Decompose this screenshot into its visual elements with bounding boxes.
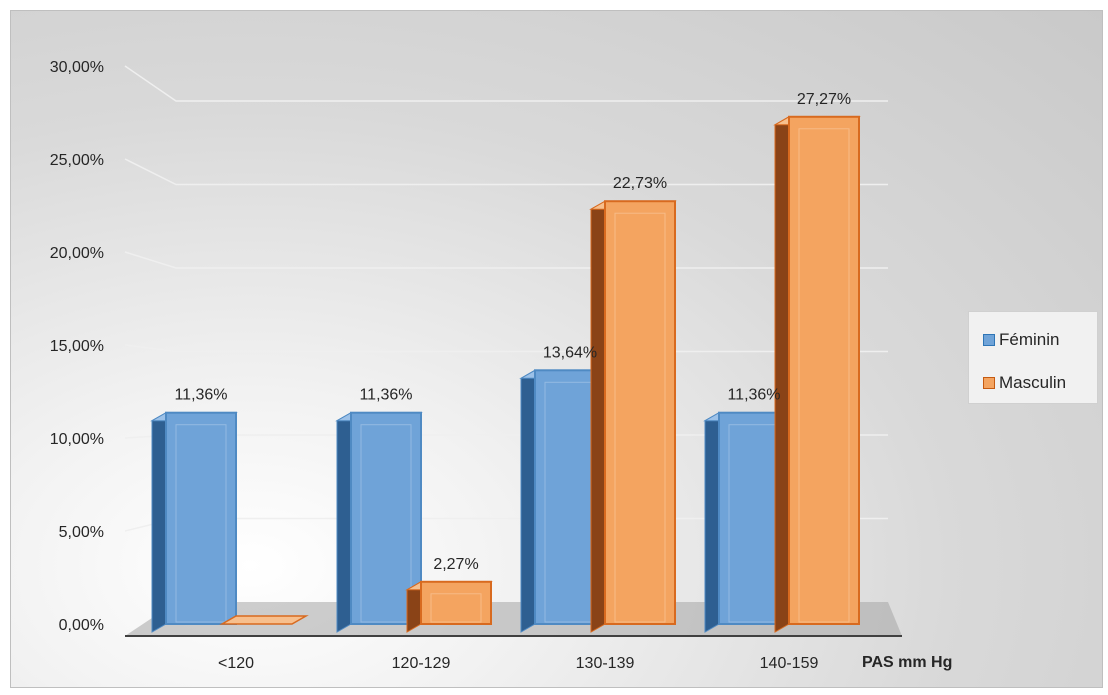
x-axis-tick-labels: <120 120-129 130-139 140-159 — [218, 655, 818, 672]
y-tick-label: 30,00% — [50, 59, 104, 76]
data-label: 11,36% — [359, 387, 412, 404]
bar-highlight — [175, 424, 227, 623]
data-label: 27,27% — [797, 91, 851, 108]
bar-front-face — [788, 115, 860, 625]
bar-masculin-120-129 — [405, 580, 493, 633]
bar-side-face — [151, 411, 167, 633]
y-tick-label: 10,00% — [50, 431, 104, 448]
y-tick-label: 5,00% — [59, 524, 104, 541]
data-label: 22,73% — [613, 175, 667, 192]
bar-highlight — [798, 128, 850, 623]
legend: Féminin Masculin — [968, 311, 1098, 404]
data-label: 13,64% — [543, 344, 597, 361]
gridline — [124, 158, 888, 186]
x-tick-label: 130-139 — [576, 655, 635, 672]
legend-swatch-feminin — [983, 334, 995, 346]
legend-swatch-masculin — [983, 377, 995, 389]
bar-highlight — [430, 593, 482, 623]
x-tick-label: 120-129 — [392, 655, 451, 672]
gridline — [124, 65, 888, 102]
gridline — [124, 251, 888, 269]
bar-highlight — [614, 212, 666, 623]
bar-side-face — [336, 411, 352, 633]
bar-side-face — [590, 200, 606, 633]
data-label: 11,36% — [174, 387, 227, 404]
x-axis-title: PAS mm Hg — [862, 654, 952, 671]
y-tick-label: 15,00% — [50, 338, 104, 355]
bar-front-face — [604, 200, 676, 626]
bar-feminin-120 — [150, 411, 238, 633]
data-label: 11,36% — [727, 387, 780, 404]
legend-label-feminin: Féminin — [999, 330, 1060, 349]
bars — [150, 115, 861, 633]
data-label: 2,27% — [433, 556, 478, 573]
bar-front-face — [165, 411, 237, 626]
bar-highlight — [360, 424, 412, 623]
bar-zero-slab — [219, 615, 309, 625]
y-tick-label: 20,00% — [50, 245, 104, 262]
bar-masculin-140-159 — [773, 115, 861, 633]
x-tick-label: <120 — [218, 655, 254, 672]
bar-masculin-120 — [219, 615, 309, 625]
bar-masculin-130-139 — [589, 200, 677, 633]
legend-label-masculin: Masculin — [999, 373, 1067, 392]
y-axis-tick-labels: 0,00% 5,00% 10,00% 15,00% 20,00% 25,00% 30,00% — [50, 59, 104, 634]
bar-side-face — [774, 115, 790, 633]
bar-front-face — [420, 580, 492, 626]
bar-side-face — [704, 411, 720, 633]
x-tick-label: 140-159 — [760, 655, 819, 672]
y-tick-label: 25,00% — [50, 152, 104, 169]
legend-item-masculin: Masculin — [983, 373, 1066, 393]
data-labels: 11,36% 11,36% 13,64% 11,36% 2,27% 22,73% 27,27… — [174, 91, 851, 573]
y-tick-label: 0,00% — [59, 617, 104, 634]
legend-item-feminin: Féminin — [983, 330, 1059, 350]
bar-side-face — [520, 369, 536, 633]
gridline — [124, 344, 888, 353]
